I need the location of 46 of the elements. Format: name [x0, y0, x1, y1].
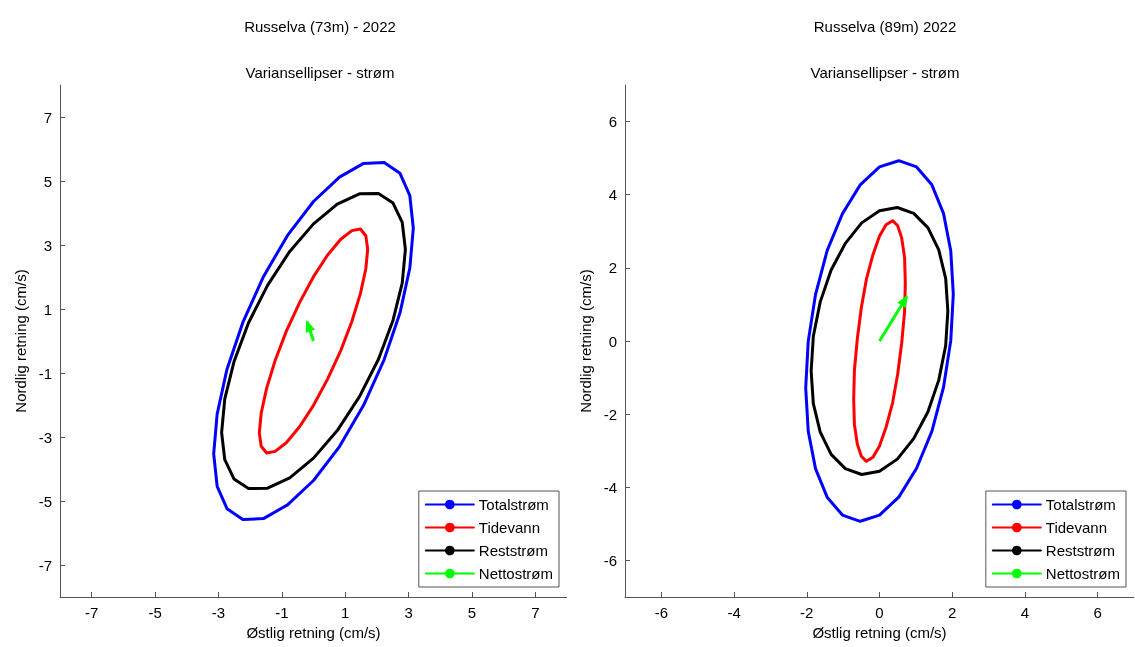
x-tick-label: -3: [211, 604, 226, 621]
x-tick-label: 5: [467, 604, 477, 621]
x-tick-label: -6: [654, 604, 669, 621]
x-tick-label: -7: [85, 604, 99, 621]
y-tick-label: 4: [608, 186, 617, 204]
x-tick-label: 1: [341, 604, 350, 621]
x-tick-label: 7: [531, 604, 540, 621]
y-axis-title: Nordlig retning (cm/s): [11, 269, 29, 413]
y-axis-title: Nordlig retning (cm/s): [576, 269, 594, 413]
y-tick-label: -5: [38, 492, 52, 510]
y-tick-label: -7: [38, 556, 52, 574]
x-tick-label: -5: [148, 604, 162, 621]
legend-label: Reststrøm: [478, 542, 548, 559]
y-tick-label: -6: [603, 551, 617, 569]
x-tick-label: -2: [800, 604, 814, 621]
x-tick-label: 3: [404, 604, 413, 621]
chart-title: Russelva (73m) - 2022: [244, 18, 396, 35]
legend-label: Totalstrøm: [1045, 496, 1116, 513]
x-tick-label: 6: [1093, 604, 1102, 621]
chart-subtitle: Variansellipser - strøm: [245, 64, 395, 81]
x-axis-title: Østlig retning (cm/s): [812, 624, 947, 641]
chart-title: Russelva (89m) 2022: [813, 18, 957, 35]
chart-subtitle: Variansellipser - strøm: [810, 64, 960, 81]
y-tick-label: -1: [38, 364, 52, 382]
x-tick-label: 4: [1020, 604, 1030, 621]
y-tick-label: 1: [43, 300, 52, 318]
x-tick-label: -4: [727, 604, 741, 621]
legend-label: Tidevann: [1045, 519, 1107, 536]
x-axis-title: Østlig retning (cm/s): [246, 624, 381, 641]
x-tick-label: 0: [875, 604, 884, 621]
legend-label: Reststrøm: [1045, 542, 1115, 559]
legend-label: Nettostrøm: [478, 565, 554, 582]
y-tick-label: -2: [603, 405, 617, 423]
y-tick-label: 0: [608, 332, 617, 350]
legend-label: Tidevann: [478, 519, 540, 536]
y-tick-label: 3: [43, 236, 52, 254]
y-tick-label: -4: [603, 478, 617, 496]
legend-label: Nettostrøm: [1045, 565, 1121, 582]
y-tick-label: 5: [43, 172, 52, 190]
x-tick-label: 2: [948, 604, 957, 621]
y-tick-label: 2: [608, 259, 617, 277]
legend-label: Totalstrøm: [478, 496, 549, 513]
y-tick-label: 7: [43, 108, 52, 126]
y-tick-label: -3: [38, 428, 52, 446]
y-tick-label: 6: [608, 113, 617, 131]
x-tick-label: -1: [275, 604, 289, 621]
